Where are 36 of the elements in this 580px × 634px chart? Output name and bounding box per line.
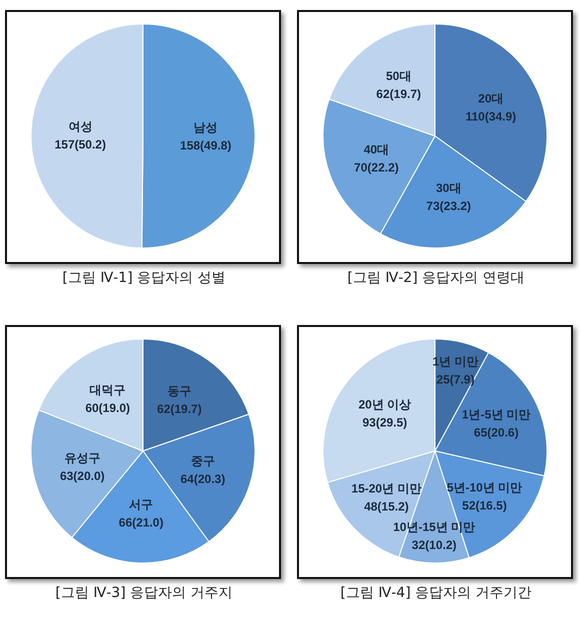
data-label: 64(20.3)	[180, 472, 226, 486]
data-label: 93(29.5)	[362, 415, 408, 430]
slice-label: 20대	[478, 91, 504, 106]
data-label: 62(19.7)	[376, 86, 421, 101]
data-label: 110(34.9)	[465, 109, 516, 124]
text: [그림 Ⅳ-4] 응답자의 거주기간	[340, 585, 532, 601]
text: [그림 Ⅳ-3] 응답자의 거주지	[55, 585, 233, 601]
slice-label: 1년-5년 미만	[462, 407, 531, 422]
data-label: 63(20.0)	[60, 468, 105, 483]
slice-label: 유성구	[64, 450, 100, 465]
slice-label: 15-20년 미만	[351, 481, 422, 496]
data-label: 32(10.2)	[412, 538, 457, 552]
slice-label: 40대	[364, 142, 390, 156]
data-label: 157(50.2)	[54, 138, 106, 152]
data-label: 52(16.5)	[462, 498, 507, 512]
data-label: 60(19.0)	[85, 401, 130, 416]
data-label: 25(7.9)	[436, 372, 474, 387]
slice-label: 동구	[167, 384, 192, 398]
data-label: 48(15.2)	[364, 499, 409, 514]
slice-label: 대덕구	[90, 383, 126, 398]
data-label: 66(21.0)	[118, 516, 164, 530]
slice-label: 30대	[436, 181, 462, 196]
slice-label: 서구	[129, 498, 154, 512]
slice-label: 50대	[386, 68, 412, 83]
data-label: 70(22.2)	[354, 160, 399, 174]
data-label: 73(23.2)	[426, 199, 472, 214]
slice-label: 5년-10년 미만	[446, 480, 522, 494]
data-label: 158(49.8)	[180, 138, 232, 152]
text: [그림 Ⅳ-1] 응답자의 성별	[62, 270, 226, 286]
data-label: 65(20.6)	[474, 425, 519, 440]
slice-label: 남성	[194, 120, 218, 134]
data-label: 62(19.7)	[157, 402, 202, 416]
slice-label: 20년 이상	[358, 397, 412, 412]
text: [그림 Ⅳ-2] 응답자의 연령대	[347, 270, 525, 286]
slice-label: 여성	[68, 120, 92, 134]
slice-label: 중구	[190, 454, 215, 468]
